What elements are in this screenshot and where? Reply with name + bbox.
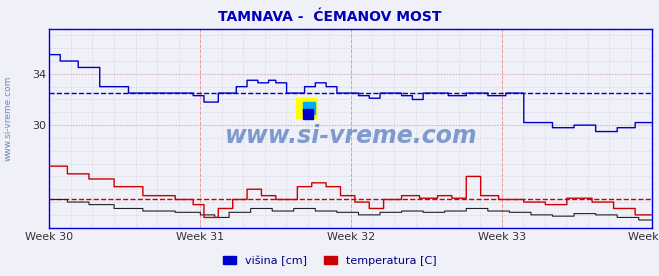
Text: TAMNAVA -  ĆEMANOV MOST: TAMNAVA - ĆEMANOV MOST xyxy=(217,10,442,24)
Text: www.si-vreme.com: www.si-vreme.com xyxy=(225,124,477,148)
Legend: višina [cm], temperatura [C]: višina [cm], temperatura [C] xyxy=(218,251,441,270)
Text: www.si-vreme.com: www.si-vreme.com xyxy=(3,76,13,161)
